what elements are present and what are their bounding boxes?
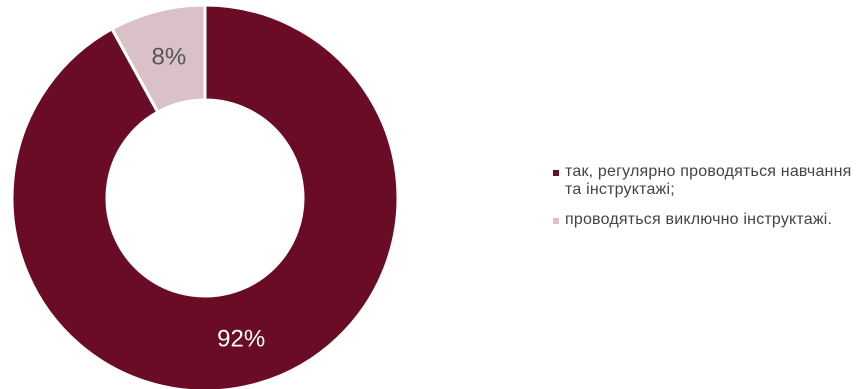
- legend-item-0: так, регулярно проводяться навчання та і…: [553, 163, 863, 199]
- donut-slice-label-1: 8%: [151, 44, 186, 71]
- legend-item-1: проводяться виключно інструктажі.: [553, 211, 863, 229]
- donut-slice-labels: 92% 8%: [151, 44, 265, 353]
- donut-slice-0: [10, 3, 400, 389]
- legend-swatch-0: [553, 170, 559, 176]
- donut-slices: [10, 3, 400, 389]
- donut-slice-label-0: 92%: [217, 325, 265, 352]
- legend-swatch-1: [553, 218, 559, 224]
- donut-slice-1: [110, 3, 207, 114]
- donut-chart: 92% 8%: [10, 3, 400, 389]
- chart-legend: так, регулярно проводяться навчання та і…: [553, 163, 863, 241]
- legend-label-1: проводяться виключно інструктажі.: [565, 211, 833, 228]
- legend-label-0: так, регулярно проводяться навчання та і…: [565, 163, 852, 198]
